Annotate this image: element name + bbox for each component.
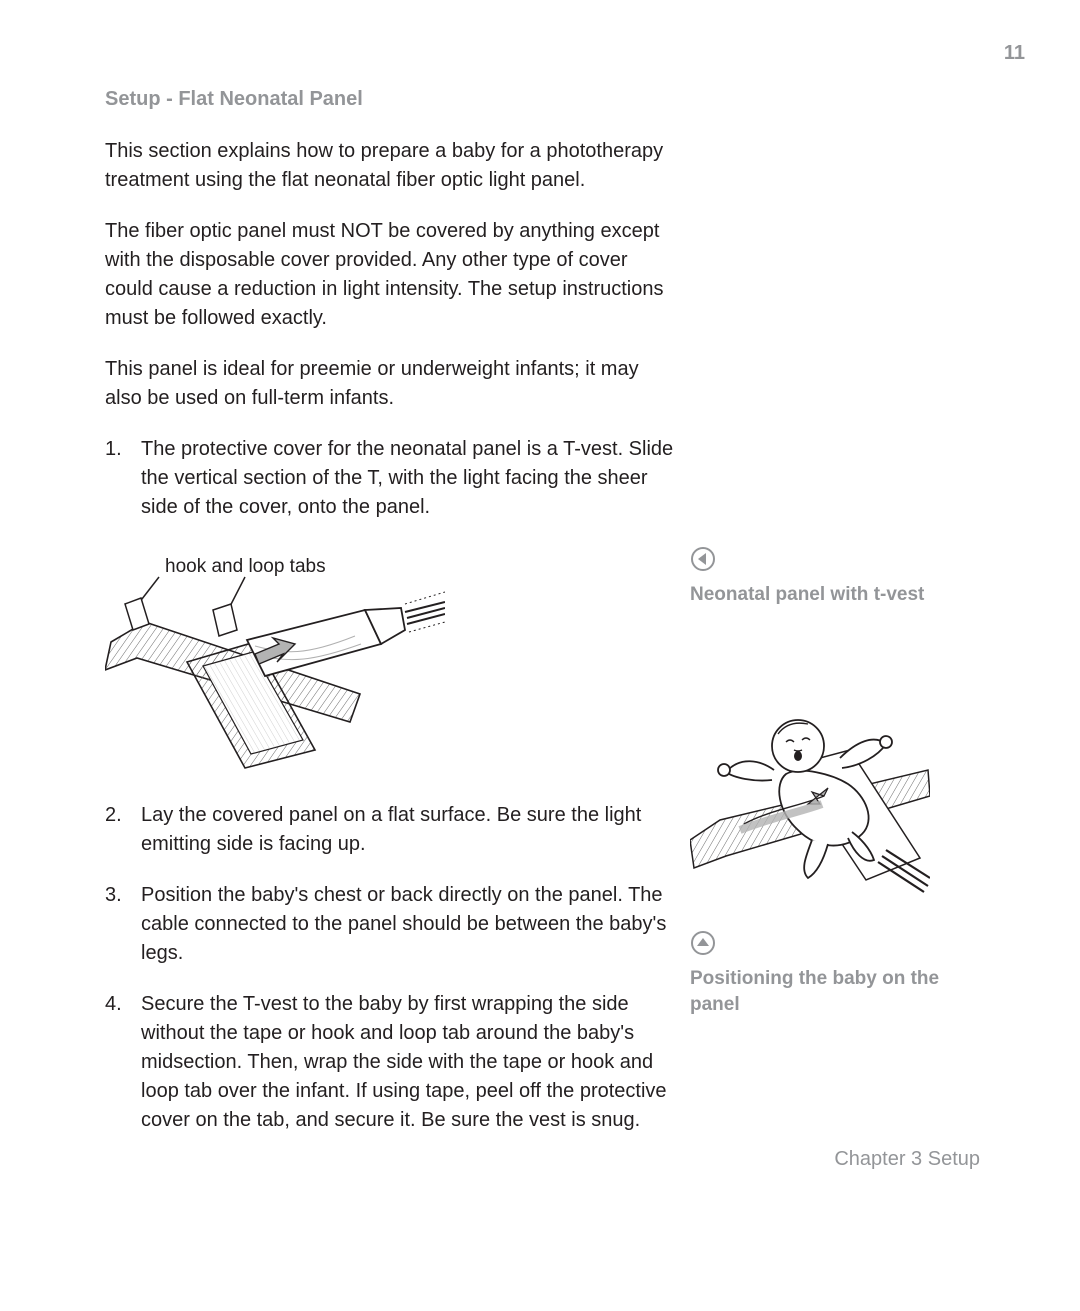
- pointer-left-icon: [690, 546, 716, 572]
- intro-paragraph-1: This section explains how to prepare a b…: [105, 137, 680, 195]
- figure-baby-on-panel: [690, 700, 980, 905]
- pointer-up-icon: [690, 930, 716, 956]
- setup-steps-list-cont: Lay the covered panel on a flat surface.…: [105, 801, 680, 1135]
- intro-paragraph-3: This panel is ideal for preemie or under…: [105, 355, 680, 413]
- chapter-footer: Chapter 3 Setup: [834, 1148, 980, 1171]
- step-4: Secure the T-vest to the baby by first w…: [105, 990, 680, 1135]
- main-body-column: Setup - Flat Neonatal Panel This section…: [105, 88, 680, 1135]
- step-3: Position the baby's chest or back direct…: [105, 881, 680, 968]
- fig1-callout-label: hook and loop tabs: [165, 556, 326, 577]
- step-1: The protective cover for the neonatal pa…: [105, 435, 680, 522]
- setup-steps-list: The protective cover for the neonatal pa…: [105, 435, 680, 522]
- side-caption-1: Neonatal panel with t-vest: [690, 546, 980, 608]
- intro-paragraph-2: The fiber optic panel must NOT be covere…: [105, 217, 680, 333]
- figure-panel-tvest: hook and loop tabs: [105, 544, 680, 779]
- section-heading: Setup - Flat Neonatal Panel: [105, 88, 680, 111]
- step-2: Lay the covered panel on a flat surface.…: [105, 801, 680, 859]
- side-caption-2-text: Positioning the baby on the panel: [690, 966, 980, 1017]
- panel-tvest-illustration: hook and loop tabs: [105, 544, 445, 774]
- manual-page: 11 Setup - Flat Neonatal Panel This sect…: [0, 0, 1080, 1311]
- baby-on-panel-illustration: [690, 700, 930, 900]
- side-caption-1-text: Neonatal panel with t-vest: [690, 582, 980, 608]
- side-caption-2: Positioning the baby on the panel: [690, 930, 980, 1017]
- page-number: 11: [1004, 42, 1025, 65]
